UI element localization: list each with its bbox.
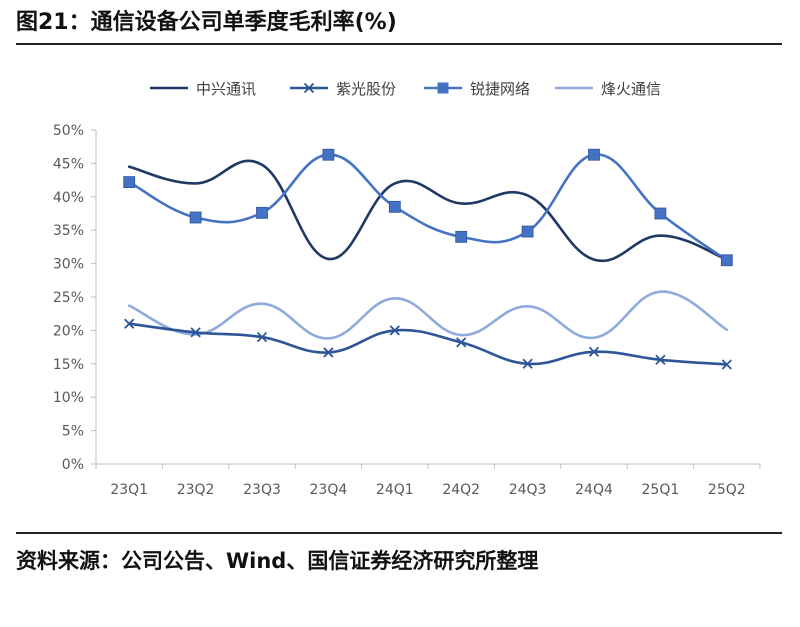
data-point	[456, 337, 467, 348]
series-line	[127, 159, 729, 263]
line-chart: 中兴通讯 紫光股份 锐捷网络 烽火通信 0% 5% 10% 15% 20% 25% 30% 35% 4…	[53, 80, 761, 498]
legend-item-1: 中兴通讯	[150, 80, 256, 98]
data-point	[124, 318, 135, 329]
legend-label: 中兴通讯	[196, 80, 256, 98]
legend-label: 烽火通信	[601, 80, 661, 98]
title-divider	[16, 43, 782, 45]
series-line	[127, 290, 729, 340]
data-point	[322, 148, 335, 161]
chart-series	[123, 148, 733, 370]
series-line	[127, 153, 729, 262]
y-tick-label: 5%	[62, 424, 84, 440]
legend-marker	[437, 82, 449, 94]
data-point	[521, 225, 534, 238]
data-point	[123, 176, 136, 189]
y-tick-label: 30%	[53, 257, 84, 273]
x-tick-label: 23Q3	[243, 482, 281, 498]
source-note: 资料来源：公司公告、Wind、国信证券经济研究所整理	[16, 549, 539, 573]
series-1	[127, 159, 729, 263]
legend-label: 紫光股份	[336, 80, 396, 98]
y-tick-label: 50%	[53, 123, 84, 139]
y-tick-label: 40%	[53, 190, 84, 206]
data-point	[256, 331, 268, 343]
series-line	[127, 322, 729, 366]
series-2	[124, 318, 732, 370]
data-point	[588, 148, 600, 161]
source-divider	[16, 532, 782, 534]
x-tick-label: 24Q1	[376, 482, 414, 498]
data-point	[522, 358, 533, 369]
y-tick-label: 0%	[62, 457, 84, 473]
y-tick-label: 45%	[53, 156, 84, 172]
x-tick-label: 23Q1	[110, 482, 148, 498]
series-4	[127, 290, 729, 340]
y-tick-label: 15%	[53, 357, 84, 373]
figure-title: 图21：通信设备公司单季度毛利率(%)	[16, 10, 397, 35]
legend-label: 锐捷网络	[470, 80, 530, 98]
legend-item-4: 烽火通信	[555, 80, 661, 98]
legend-item-3: 锐捷网络	[424, 80, 530, 98]
data-point	[189, 211, 202, 224]
x-tick-label: 25Q1	[642, 482, 680, 498]
y-tick-label: 20%	[53, 323, 84, 339]
x-tick-label: 24Q2	[442, 482, 480, 498]
data-point	[190, 327, 201, 338]
data-point	[389, 325, 400, 336]
y-tick-label: 25%	[53, 290, 84, 306]
data-point	[256, 206, 268, 219]
data-point	[388, 200, 401, 213]
x-tick-label: 23Q2	[177, 482, 215, 498]
legend-marker	[303, 82, 315, 94]
data-point	[588, 346, 600, 357]
chart-axes: 0% 5% 10% 15% 20% 25% 30% 35% 40% 45% 50% 23Q1 23Q2 2…	[53, 123, 761, 498]
x-tick-label: 24Q3	[509, 482, 547, 498]
chart-legend: 中兴通讯 紫光股份 锐捷网络 烽火通信	[150, 80, 661, 98]
data-point	[654, 207, 667, 220]
x-tick-label: 24Q4	[575, 482, 613, 498]
data-point	[455, 230, 468, 243]
x-tick-label: 23Q4	[310, 482, 348, 498]
y-tick-label: 35%	[53, 223, 84, 239]
data-point	[323, 347, 334, 358]
data-point	[655, 354, 666, 365]
legend-item-2: 紫光股份	[290, 80, 396, 98]
x-tick-label: 25Q2	[708, 482, 746, 498]
data-point	[721, 359, 732, 370]
data-point	[720, 254, 733, 267]
series-3	[123, 148, 733, 267]
y-tick-label: 10%	[53, 390, 84, 406]
